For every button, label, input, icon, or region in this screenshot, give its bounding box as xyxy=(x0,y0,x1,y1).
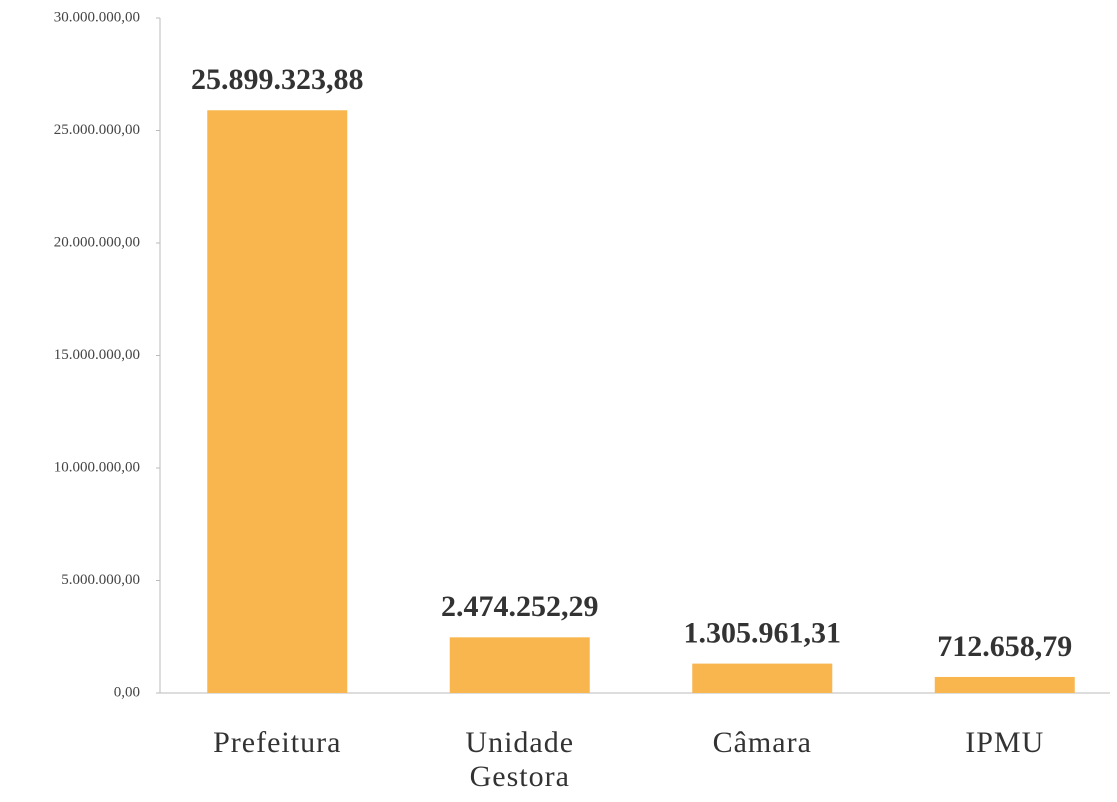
y-tick-label: 10.000.000,00 xyxy=(54,459,140,475)
y-tick-label: 30.000.000,00 xyxy=(54,9,140,25)
y-tick-label: 25.000.000,00 xyxy=(54,122,140,138)
y-tick-label: 5.000.000,00 xyxy=(61,572,140,588)
value-label: 25.899.323,88 xyxy=(191,63,364,96)
value-label: 2.474.252,29 xyxy=(441,590,599,623)
bar xyxy=(207,110,348,694)
y-tick-label: 15.000.000,00 xyxy=(54,347,140,363)
x-tick-label: Unidade Gestora xyxy=(465,726,575,793)
x-tick-label: IPMU xyxy=(965,726,1045,759)
y-tick-label: 20.000.000,00 xyxy=(54,234,140,250)
y-tick-label: 0,00 xyxy=(114,684,140,700)
bar xyxy=(692,663,833,693)
x-tick-label: Câmara xyxy=(712,726,812,759)
bar xyxy=(449,637,590,693)
value-label: 1.305.961,31 xyxy=(684,617,842,650)
value-label: 712.658,79 xyxy=(937,630,1072,663)
bar xyxy=(934,676,1075,693)
x-tick-label: Prefeitura xyxy=(213,726,342,759)
